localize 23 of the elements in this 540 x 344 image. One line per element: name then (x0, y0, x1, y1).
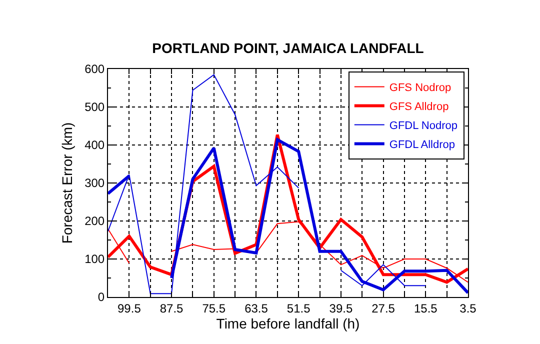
y-tick-label: 100 (84, 252, 105, 266)
x-tick-label: 87.5 (160, 301, 184, 316)
x-tick-label: 3.5 (460, 301, 477, 316)
y-tick-label: 500 (84, 100, 105, 114)
x-tick-label: 51.5 (286, 301, 311, 316)
x-tick-label: 63.5 (244, 301, 268, 316)
y-tick-label: 300 (84, 176, 105, 190)
legend-label: GFDL Nodrop (389, 120, 458, 132)
y-tick-label: 0 (98, 290, 105, 304)
x-tick-label: 99.5 (118, 301, 142, 316)
x-tick-label: 75.5 (202, 301, 226, 316)
y-tick-label: 200 (84, 214, 105, 228)
x-tick-label: 39.5 (329, 301, 353, 316)
x-axis-title: Time before landfall (h) (216, 315, 360, 332)
legend-label: GFS Nodrop (389, 82, 452, 94)
x-tick-label: 15.5 (414, 301, 438, 316)
y-tick-label: 600 (84, 62, 105, 76)
x-tick-label: 27.5 (372, 301, 396, 316)
legend-label: GFS Alldrop (389, 101, 449, 114)
legend-label: GFDL Alldrop (389, 139, 456, 152)
chart-title: PORTLAND POINT, JAMAICA LANDFALL (152, 40, 424, 56)
y-axis-title: Forecast Error (km) (59, 122, 76, 244)
y-tick-label: 400 (84, 138, 105, 152)
